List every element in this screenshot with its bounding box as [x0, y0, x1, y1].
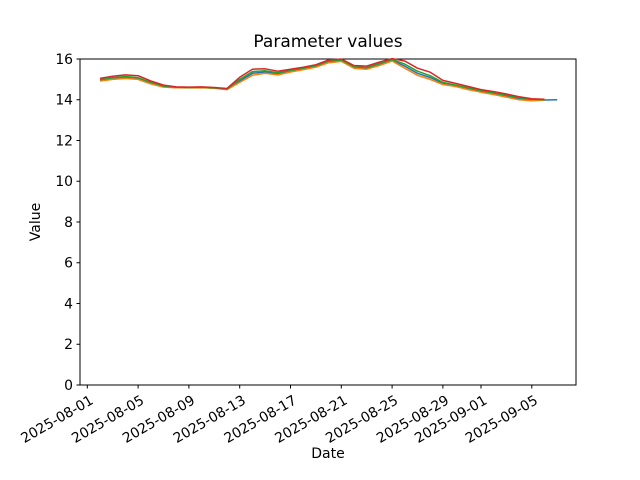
series-line-param-2-orange [99, 60, 545, 102]
y-axis-label: Value [28, 202, 44, 242]
x-axis-label: Date [311, 446, 345, 462]
axes-frame [79, 58, 577, 386]
y-tick-label: 2 [64, 337, 73, 353]
y-tick-label: 8 [64, 215, 73, 231]
y-tick-label: 12 [55, 133, 73, 149]
series-line-param-4-red [99, 57, 545, 101]
y-tick-label: 6 [64, 256, 73, 272]
y-tick-label: 4 [64, 296, 73, 312]
y-tick-label: 16 [55, 52, 73, 68]
chart-title: Parameter values [253, 32, 403, 52]
y-tick-label: 10 [55, 174, 73, 190]
y-tick-label: 14 [55, 93, 73, 109]
y-tick-label: 0 [64, 378, 73, 394]
